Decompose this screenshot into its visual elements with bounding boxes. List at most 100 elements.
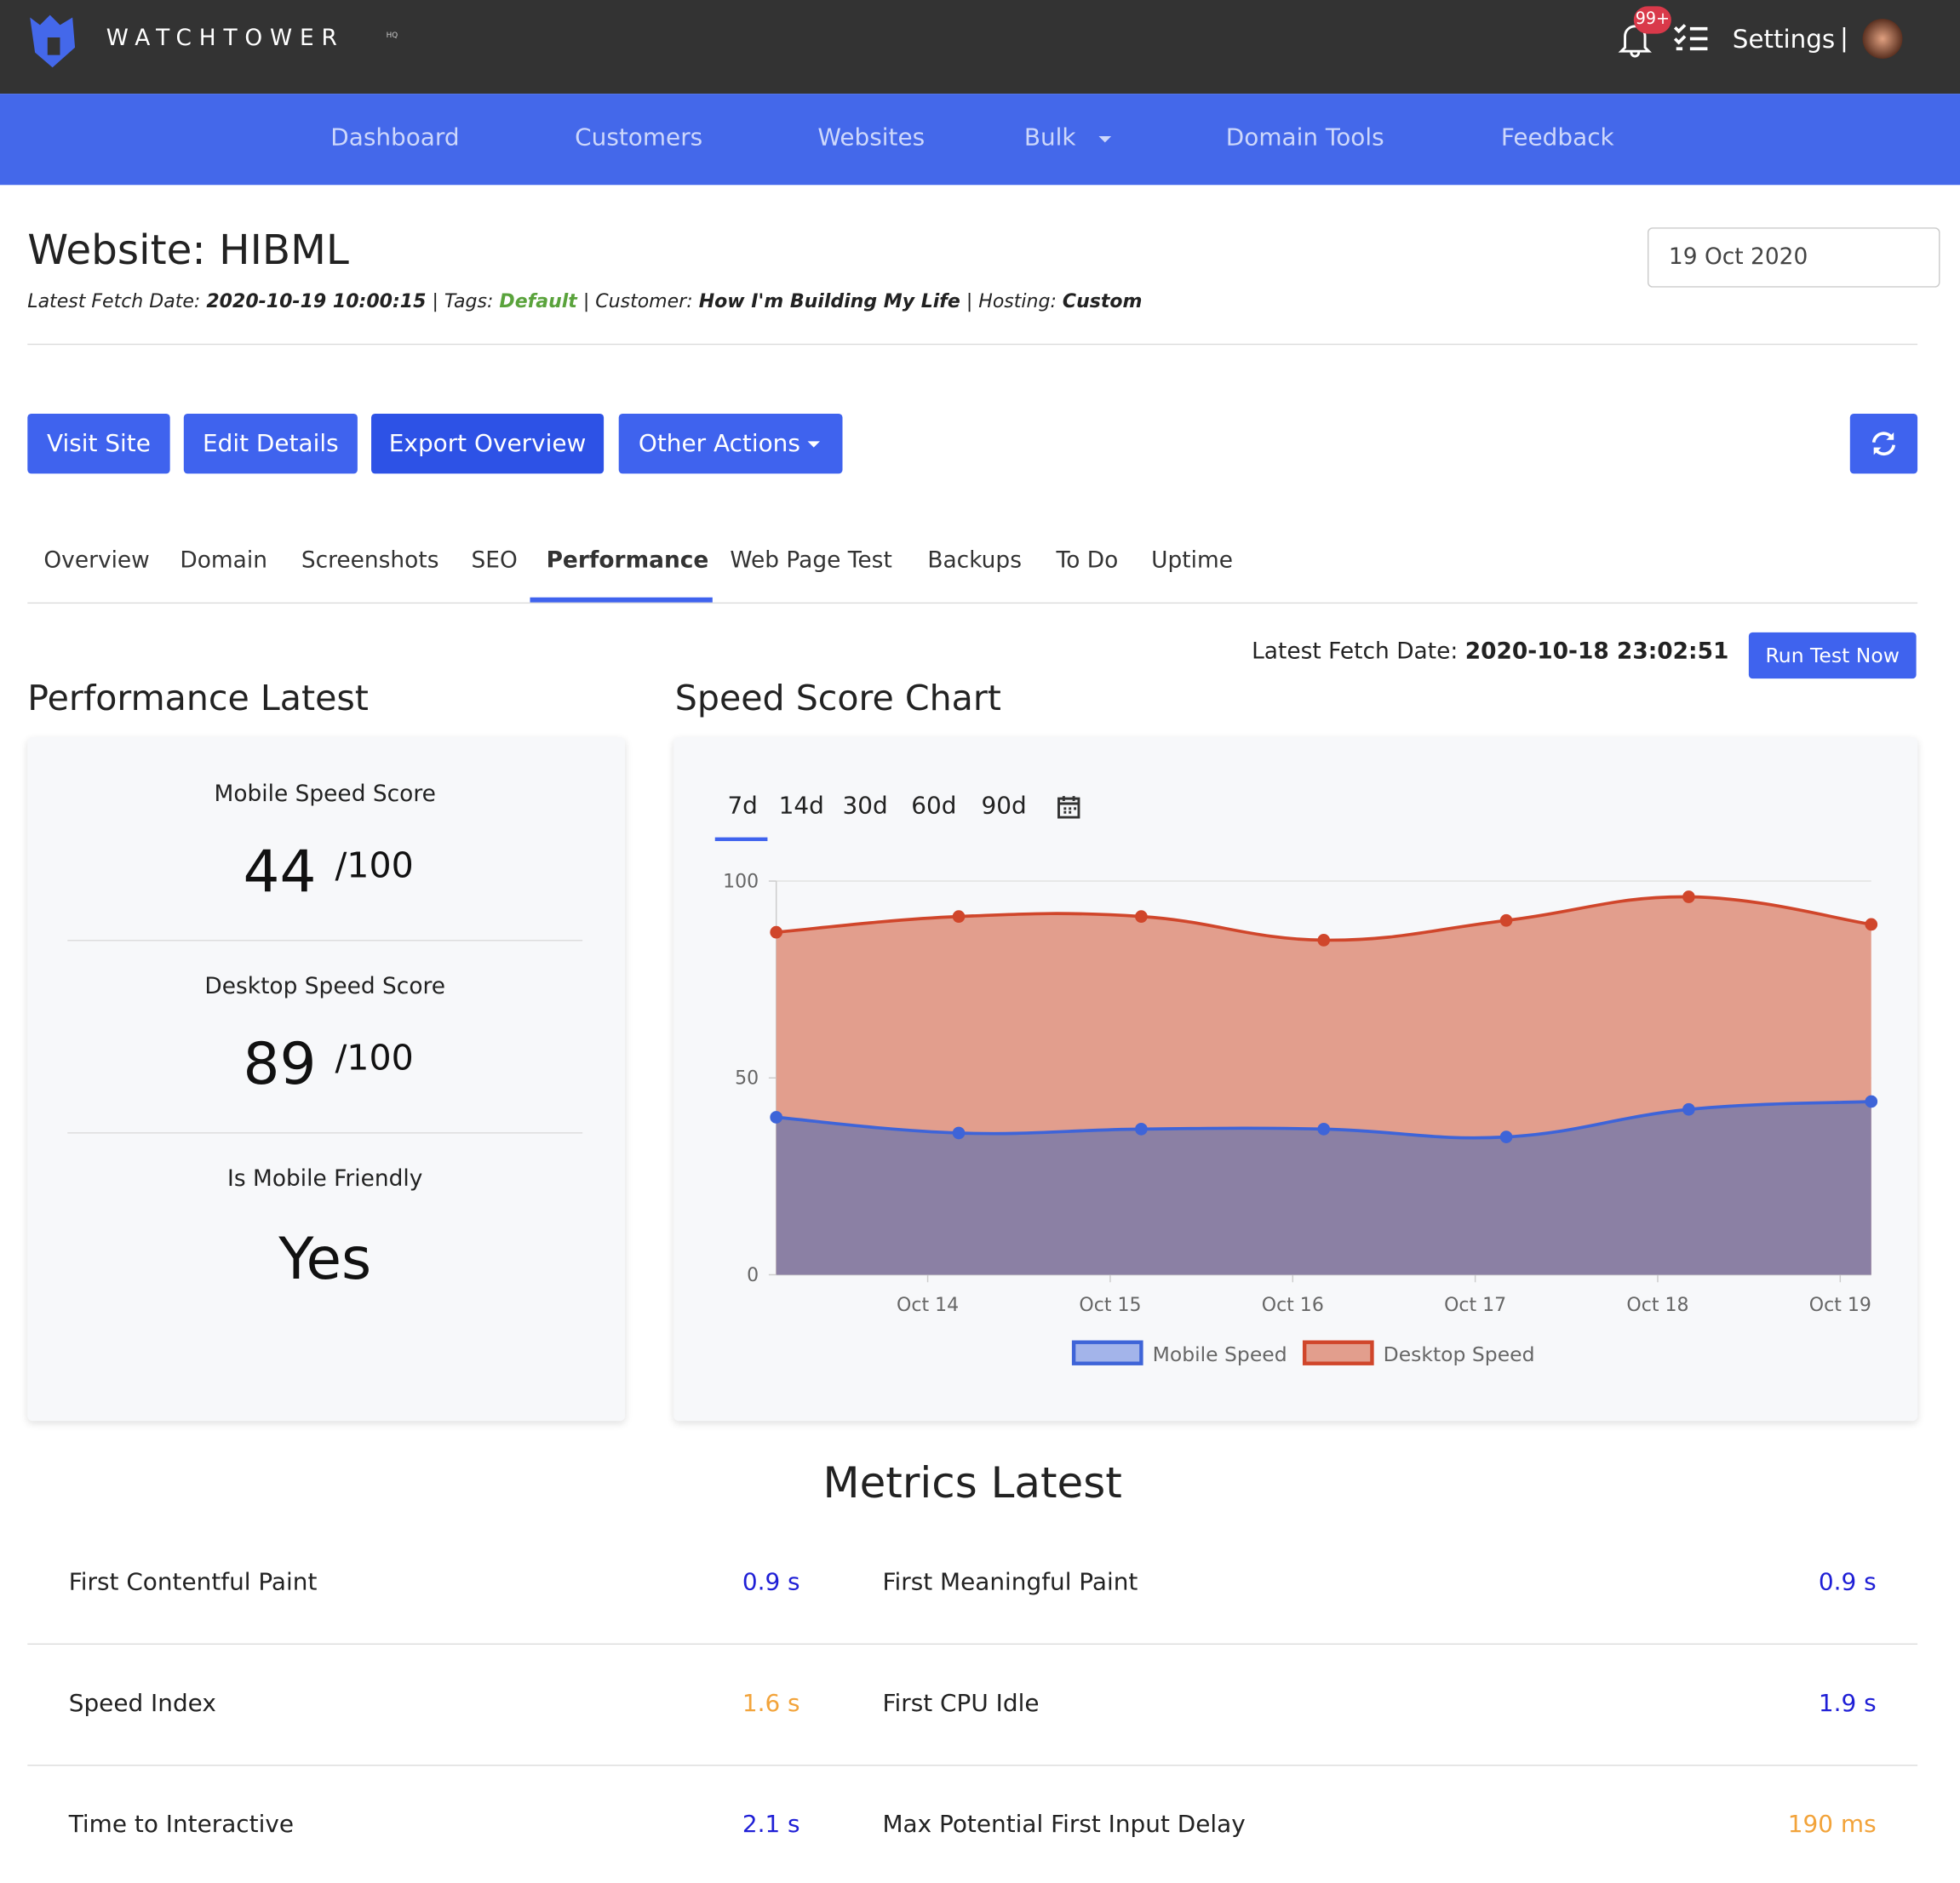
tasks-icon[interactable] [1672, 22, 1710, 52]
nav-link[interactable]: Feedback [1500, 123, 1614, 152]
notification-badge[interactable]: 99+ [1633, 6, 1671, 34]
range-tab[interactable]: 30d [842, 792, 888, 821]
action-button[interactable]: Visit Site [27, 413, 170, 474]
action-button[interactable]: Other Actions [618, 413, 843, 474]
range-tab[interactable]: 7d [727, 792, 758, 821]
divider [27, 1643, 1918, 1645]
fetch-label: Latest Fetch Date: [1252, 638, 1459, 666]
data-point [770, 925, 783, 939]
nav-link[interactable]: Bulk [1023, 123, 1076, 152]
legend-swatch [1071, 1340, 1143, 1365]
data-point [1499, 1130, 1513, 1143]
divider [67, 1132, 583, 1134]
tab[interactable]: SEO [471, 547, 518, 574]
info-label: | Tags: [432, 289, 494, 313]
score-value: 44 [243, 837, 317, 905]
data-point [952, 910, 966, 923]
range-tab[interactable]: 14d [778, 792, 824, 821]
metric-label: Max Potential First Input Delay [882, 1811, 1246, 1839]
avatar[interactable] [1862, 19, 1903, 60]
info-value: How I'm Building My Life [698, 289, 960, 313]
range-indicator [714, 837, 768, 842]
legend-swatch [1302, 1340, 1374, 1365]
tab[interactable]: Performance [546, 547, 709, 574]
tab[interactable]: Domain [180, 547, 267, 574]
data-point [1499, 913, 1513, 927]
info-label: | Customer: [582, 289, 693, 313]
range-tab[interactable]: 90d [981, 792, 1027, 821]
nav-link[interactable]: Dashboard [330, 123, 460, 152]
data-point [1317, 934, 1331, 947]
tab[interactable]: Overview [43, 547, 150, 574]
info-label: | Hosting: [966, 289, 1057, 313]
fetch-info: Latest Fetch Date: 2020-10-18 23:02:51 [1252, 638, 1728, 665]
section-title: Metrics Latest [822, 1458, 1122, 1509]
speed-chart: 0 50 100 Oct 14 Oct 15 Oct 16 Oct 17 Oct 18 Oct … [723, 871, 1878, 1366]
data-point [1865, 918, 1878, 931]
score-label: Is Mobile Friendly [227, 1165, 423, 1193]
series-area [776, 1101, 1871, 1275]
tab[interactable]: Backups [927, 547, 1022, 574]
range-tab[interactable]: 60d [911, 792, 957, 821]
divider [27, 1764, 1918, 1766]
nav-link[interactable]: Customers [575, 123, 703, 152]
performance-card [27, 737, 626, 1422]
metric-value: 0.9 s [1818, 1568, 1877, 1596]
data-point [1865, 1095, 1878, 1108]
divider [67, 940, 583, 942]
score-label: Mobile Speed Score [214, 781, 436, 808]
nav-link[interactable]: Domain Tools [1225, 123, 1384, 152]
date-input[interactable]: 19 Oct 2020 [1647, 227, 1940, 288]
active-tab-indicator [530, 597, 713, 603]
section-title: Speed Score Chart [674, 677, 1001, 719]
y-tick-label: 50 [735, 1068, 759, 1090]
data-point [1682, 890, 1695, 903]
refresh-button[interactable] [1849, 413, 1918, 474]
tab[interactable]: Web Page Test [730, 547, 892, 574]
caret [807, 441, 821, 448]
legend-label: Mobile Speed [1153, 1342, 1287, 1366]
tab[interactable]: Uptime [1151, 547, 1233, 574]
score-suffix: /100 [335, 1037, 414, 1079]
metric-label: First Contentful Paint [68, 1568, 318, 1596]
x-tick-label: Oct 18 [1626, 1295, 1688, 1316]
logo[interactable] [25, 10, 80, 72]
x-tick-label: Oct 16 [1262, 1295, 1324, 1316]
friendly-value: Yes [278, 1224, 372, 1293]
score-value: 89 [243, 1029, 317, 1098]
page-title: Website: HIBML [27, 225, 349, 274]
metric-value: 0.9 s [742, 1568, 800, 1596]
metric-value: 1.6 s [742, 1689, 800, 1718]
brand: WATCHTOWER [106, 25, 345, 52]
divider [27, 602, 1918, 604]
info-label: Latest Fetch Date: [27, 289, 201, 313]
action-button[interactable]: Export Overview [371, 413, 605, 474]
data-point [1135, 910, 1148, 923]
metric-label: Time to Interactive [68, 1811, 295, 1839]
data-point [1317, 1123, 1331, 1136]
action-button[interactable]: Edit Details [183, 413, 358, 474]
y-tick-label: 0 [747, 1265, 759, 1286]
metric-label: First CPU Idle [882, 1689, 1040, 1718]
brand-sup: HQ [386, 31, 398, 40]
y-tick-label: 100 [723, 871, 759, 892]
nav-bar [0, 94, 1960, 186]
x-tick-label: Oct 19 [1809, 1295, 1871, 1316]
x-tick-label: Oct 14 [897, 1295, 959, 1316]
legend-label: Desktop Speed [1384, 1342, 1535, 1366]
tab[interactable]: To Do [1056, 547, 1119, 574]
data-point [770, 1111, 783, 1124]
score-suffix: /100 [335, 844, 414, 886]
nav-link[interactable]: Websites [817, 123, 926, 152]
section-title: Performance Latest [27, 677, 369, 719]
run-test-button[interactable]: Run Test Now [1748, 632, 1917, 679]
tab[interactable]: Screenshots [301, 547, 439, 574]
calendar-icon[interactable] [1057, 795, 1080, 819]
info-value: Default [499, 289, 577, 313]
metric-label: Speed Index [68, 1689, 216, 1718]
metric-value: 2.1 s [742, 1811, 800, 1839]
data-point [952, 1126, 966, 1140]
settings-link[interactable]: Settings [1732, 23, 1836, 54]
info-value: 2020-10-19 10:00:15 [206, 289, 427, 313]
